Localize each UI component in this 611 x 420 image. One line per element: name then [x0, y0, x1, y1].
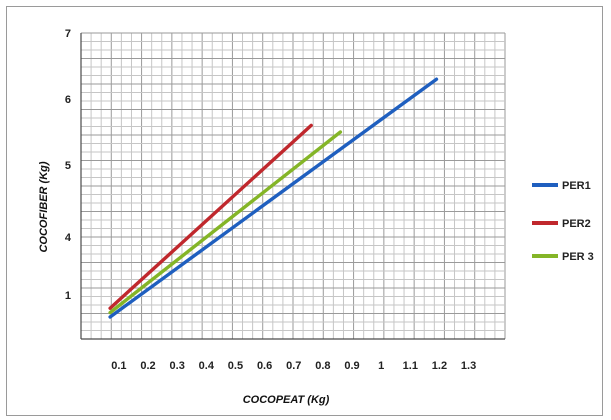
x-tick-label: 1.2: [432, 360, 447, 372]
y-tick-label: 1: [65, 290, 71, 302]
y-tick-label: 6: [65, 94, 71, 106]
y-tick-label: 5: [65, 160, 71, 172]
y-tick-label: 7: [65, 28, 71, 40]
tick-labels: 0.1 0.2 0.3 0.4 0.5 0.6 0.7 0.8 0.9 1 1.1 1.2 1.3 1 4 5…: [65, 28, 476, 372]
x-tick-label: 0.2: [140, 360, 155, 372]
grid: [80, 32, 506, 340]
line-chart: 0.1 0.2 0.3 0.4 0.5 0.6 0.7 0.8 0.9 1 1.1 1.2 1.3 1 4 5…: [38, 28, 594, 406]
y-axis-title: COCOFIBER (Kg): [38, 161, 50, 252]
x-tick-label: 1.3: [461, 360, 476, 372]
series-line-per1: [108, 77, 439, 319]
legend: PER1 PER2 PER 3: [532, 180, 594, 263]
legend-label: PER 3: [562, 251, 594, 263]
x-tick-label: 1: [378, 360, 384, 372]
x-tick-label: 0.6: [257, 360, 272, 372]
legend-label: PER2: [562, 218, 591, 230]
series-line-per2: [108, 123, 313, 310]
x-tick-label: 0.8: [315, 360, 330, 372]
x-tick-label: 0.4: [199, 360, 215, 372]
x-tick-label: 0.1: [111, 360, 126, 372]
chart-frame: 0.1 0.2 0.3 0.4 0.5 0.6 0.7 0.8 0.9 1 1.1 1.2 1.3 1 4 5…: [6, 6, 603, 416]
x-tick-label: 0.5: [228, 360, 243, 372]
series-lines: [108, 77, 439, 319]
x-tick-label: 1.1: [403, 360, 418, 372]
y-tick-label: 4: [65, 232, 72, 244]
x-tick-label: 0.3: [170, 360, 185, 372]
x-axis-title: COCOPEAT (Kg): [243, 394, 330, 406]
axes: [80, 33, 505, 340]
x-tick-label: 0.9: [344, 360, 359, 372]
series-line-per3: [108, 130, 343, 315]
legend-label: PER1: [562, 180, 591, 192]
x-tick-label: 0.7: [286, 360, 301, 372]
